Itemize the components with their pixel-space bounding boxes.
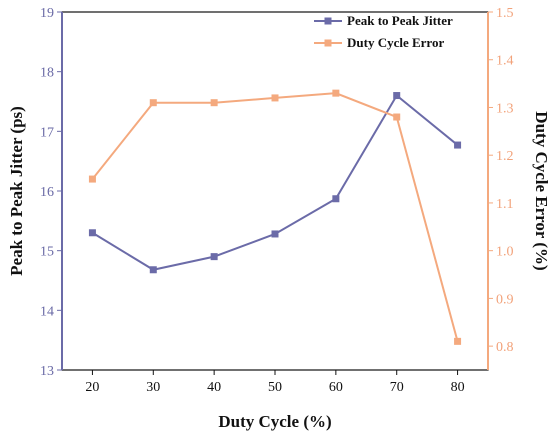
left-y-tick-label: 13: [40, 364, 54, 379]
jitter-point: [332, 195, 340, 203]
jitter-series-line: [91, 94, 459, 271]
right-y-tick-label: 1.0: [496, 245, 514, 260]
duty-cycle-error-point: [149, 99, 157, 107]
x-tick-label: 50: [268, 380, 282, 395]
left-y-tick-label: 18: [40, 66, 54, 81]
duty-cycle-error-point: [454, 337, 462, 345]
duty-cycle-error-point: [393, 113, 401, 121]
left-y-tick-label: 15: [40, 245, 54, 260]
jitter-point: [88, 229, 96, 237]
jitter-point: [393, 92, 401, 100]
duty-cycle-error-point: [332, 89, 340, 97]
duty-cycle-error-point: [210, 99, 218, 107]
left-y-tick-label: 14: [40, 304, 54, 319]
jitter-point: [149, 266, 157, 274]
right-y-tick-label: 1.3: [496, 101, 514, 116]
x-tick-label: 40: [207, 380, 221, 395]
x-axis-title: Duty Cycle (%): [218, 412, 331, 431]
right-y-tick-label: 1.4: [496, 54, 514, 69]
legend-dce-label: Duty Cycle Error: [347, 35, 444, 50]
x-tick-label: 60: [329, 380, 343, 395]
x-tick-label: 20: [85, 380, 99, 395]
right-y-tick-label: 1.5: [496, 6, 514, 21]
duty-cycle-error-point: [88, 175, 96, 183]
jitter-point: [210, 253, 218, 261]
right-y-tick-label: 1.1: [496, 197, 514, 212]
left-y-tick-label: 16: [40, 185, 54, 200]
right-y-axis-title: Duty Cycle Error (%): [532, 111, 550, 270]
left-y-axis-title: Peak to Peak Jitter (ps): [7, 106, 26, 276]
jitter-point: [454, 141, 462, 149]
series-layer: [88, 89, 462, 345]
legend: Peak to Peak Jitter Duty Cycle Error: [314, 13, 453, 50]
jitter-point: [271, 230, 279, 238]
legend-jitter-label: Peak to Peak Jitter: [347, 13, 453, 28]
right-y-tick-label: 1.2: [496, 149, 514, 164]
right-y-tick-label: 0.8: [496, 340, 514, 355]
x-tick-label: 80: [451, 380, 465, 395]
legend-dce-marker: [324, 39, 332, 47]
x-tick-label: 30: [146, 380, 160, 395]
right-y-tick-label: 0.9: [496, 292, 514, 307]
left-y-tick-label: 17: [40, 125, 54, 140]
duty-cycle-error-point: [271, 94, 279, 102]
legend-jitter-marker: [324, 17, 332, 25]
left-y-tick-label: 19: [40, 6, 54, 21]
x-tick-label: 70: [390, 380, 404, 395]
duty-cycle-error-series-line: [91, 92, 459, 342]
ticks-layer: 20 30 40 50 60 70 80 13 14 15 16 17 18 19 0.8 0.9 1.0 1.1…: [40, 6, 514, 395]
plot-area: [61, 11, 489, 371]
